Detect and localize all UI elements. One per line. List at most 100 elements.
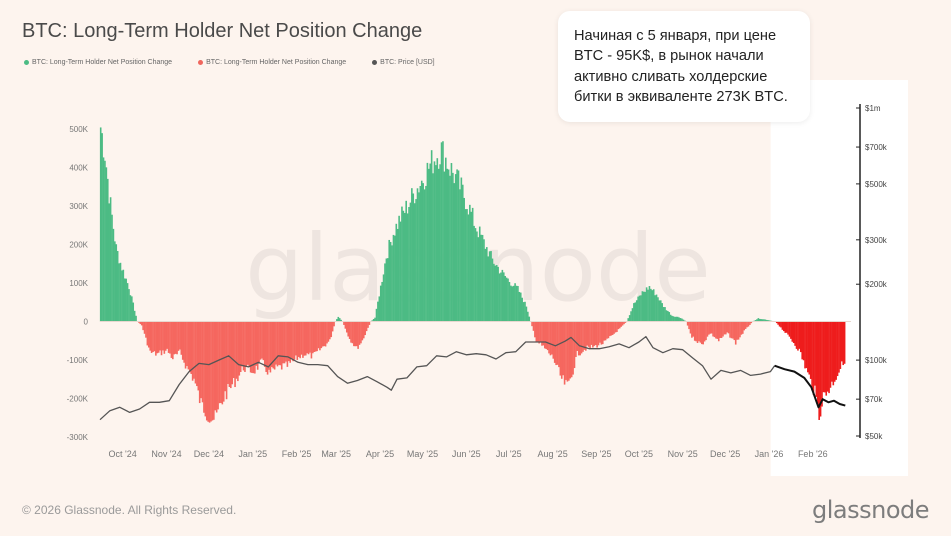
net-position-bar (279, 321, 282, 366)
legend-item-positive[interactable]: BTC: Long-Term Holder Net Position Chang… (24, 59, 172, 66)
net-position-bar (528, 316, 531, 322)
net-position-bar (416, 188, 419, 322)
net-position-bar (539, 321, 542, 343)
net-position-bar (474, 228, 477, 322)
net-position-bar (676, 316, 679, 322)
net-position-bar (495, 265, 498, 322)
net-position-bar (466, 209, 468, 322)
net-position-bar (592, 321, 594, 348)
net-position-bar (329, 321, 331, 340)
net-position-bar (285, 321, 287, 362)
net-position-bar (781, 321, 784, 330)
net-position-bar (420, 180, 423, 322)
net-position-bar (532, 321, 535, 331)
net-position-bar (618, 321, 621, 329)
net-position-bar (189, 321, 191, 373)
net-position-bar (585, 321, 587, 351)
net-position-bar (741, 321, 744, 334)
net-position-bar (176, 321, 178, 355)
net-position-bar (147, 321, 150, 348)
net-position-bar (570, 321, 573, 378)
net-position-bar (331, 321, 334, 332)
net-position-bar (775, 321, 778, 324)
net-position-bar (730, 321, 733, 339)
net-position-bar (361, 321, 364, 341)
net-position-bar (354, 321, 357, 347)
net-position-bar (131, 296, 133, 322)
net-position-bar (255, 321, 258, 366)
net-position-bar (142, 321, 144, 331)
legend-item-negative[interactable]: BTC: Long-Term Holder Net Position Chang… (198, 59, 346, 66)
net-position-bar (419, 185, 422, 322)
net-position-bar (648, 286, 651, 322)
net-position-bar (268, 321, 270, 370)
net-position-bar (840, 321, 843, 362)
net-position-bar (283, 321, 286, 364)
net-position-bar (668, 312, 671, 322)
net-position-bar (839, 321, 842, 369)
net-position-bar (535, 321, 538, 342)
net-position-bar (170, 321, 173, 358)
legend-item-price[interactable]: BTC: Price [USD] (372, 59, 435, 66)
net-position-bar (412, 193, 415, 322)
net-position-bar (691, 321, 693, 338)
net-position-bar (415, 199, 417, 322)
net-position-bar (246, 321, 249, 365)
net-position-bar (364, 321, 366, 336)
net-position-bar (522, 302, 525, 322)
net-position-bar (594, 321, 597, 345)
net-position-bar (392, 234, 395, 322)
net-position-bar (105, 167, 108, 322)
x-axis-tick-label: Jul '25 (496, 449, 522, 459)
net-position-bar (644, 291, 647, 322)
net-position-bar (555, 321, 557, 366)
net-position-bar (757, 318, 760, 322)
net-position-bar (669, 314, 672, 322)
net-position-bar (345, 321, 348, 333)
net-position-bar (106, 178, 109, 322)
net-position-bar (821, 321, 823, 407)
net-position-bar (362, 321, 365, 339)
net-position-bar (289, 321, 292, 363)
net-position-bar (211, 321, 214, 421)
net-position-bar (463, 197, 465, 322)
x-axis-tick-label: Feb '25 (282, 449, 312, 459)
net-position-bar (549, 321, 552, 356)
net-position-bar (403, 212, 406, 322)
net-position-bar (446, 168, 449, 322)
net-position-bar (248, 321, 251, 367)
net-position-bar (698, 321, 700, 342)
net-position-bar (99, 127, 102, 322)
net-position-bar (477, 237, 480, 322)
net-position-bar (467, 214, 470, 322)
net-position-bar (140, 321, 143, 326)
net-position-bar (818, 321, 820, 420)
net-position-bar (377, 301, 379, 322)
net-position-bar (559, 321, 562, 376)
net-position-bar (109, 197, 112, 322)
net-position-bar (816, 321, 819, 404)
net-position-bar (812, 321, 815, 395)
x-axis-tick-label: Jan '26 (755, 449, 784, 459)
net-position-bar (699, 321, 702, 343)
net-position-bar (689, 321, 692, 334)
net-position-bar (249, 321, 252, 373)
net-position-bar (546, 321, 549, 351)
net-position-bar (181, 321, 184, 360)
x-axis-tick-label: Oct '24 (109, 449, 137, 459)
net-position-bar (756, 319, 758, 322)
net-position-bar (321, 321, 324, 347)
x-axis-tick-label: Nov '25 (668, 449, 698, 459)
left-axis-tick-label: 300K (69, 202, 88, 211)
net-position-bar (693, 321, 696, 341)
chart-title: BTC: Long-Term Holder Net Position Chang… (22, 20, 423, 42)
net-position-bar (385, 258, 388, 322)
net-position-bar (640, 295, 642, 322)
left-axis-tick-label: 500K (69, 125, 88, 134)
net-position-bar (429, 163, 432, 322)
net-position-bar (590, 321, 593, 345)
net-position-bar (795, 321, 798, 349)
net-position-bar (174, 321, 177, 354)
right-axis-tick-label: $50k (865, 432, 883, 441)
